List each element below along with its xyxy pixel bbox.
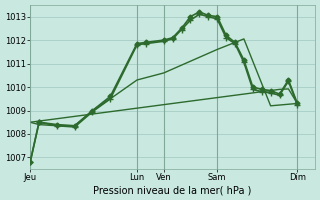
- X-axis label: Pression niveau de la mer( hPa ): Pression niveau de la mer( hPa ): [93, 185, 252, 195]
